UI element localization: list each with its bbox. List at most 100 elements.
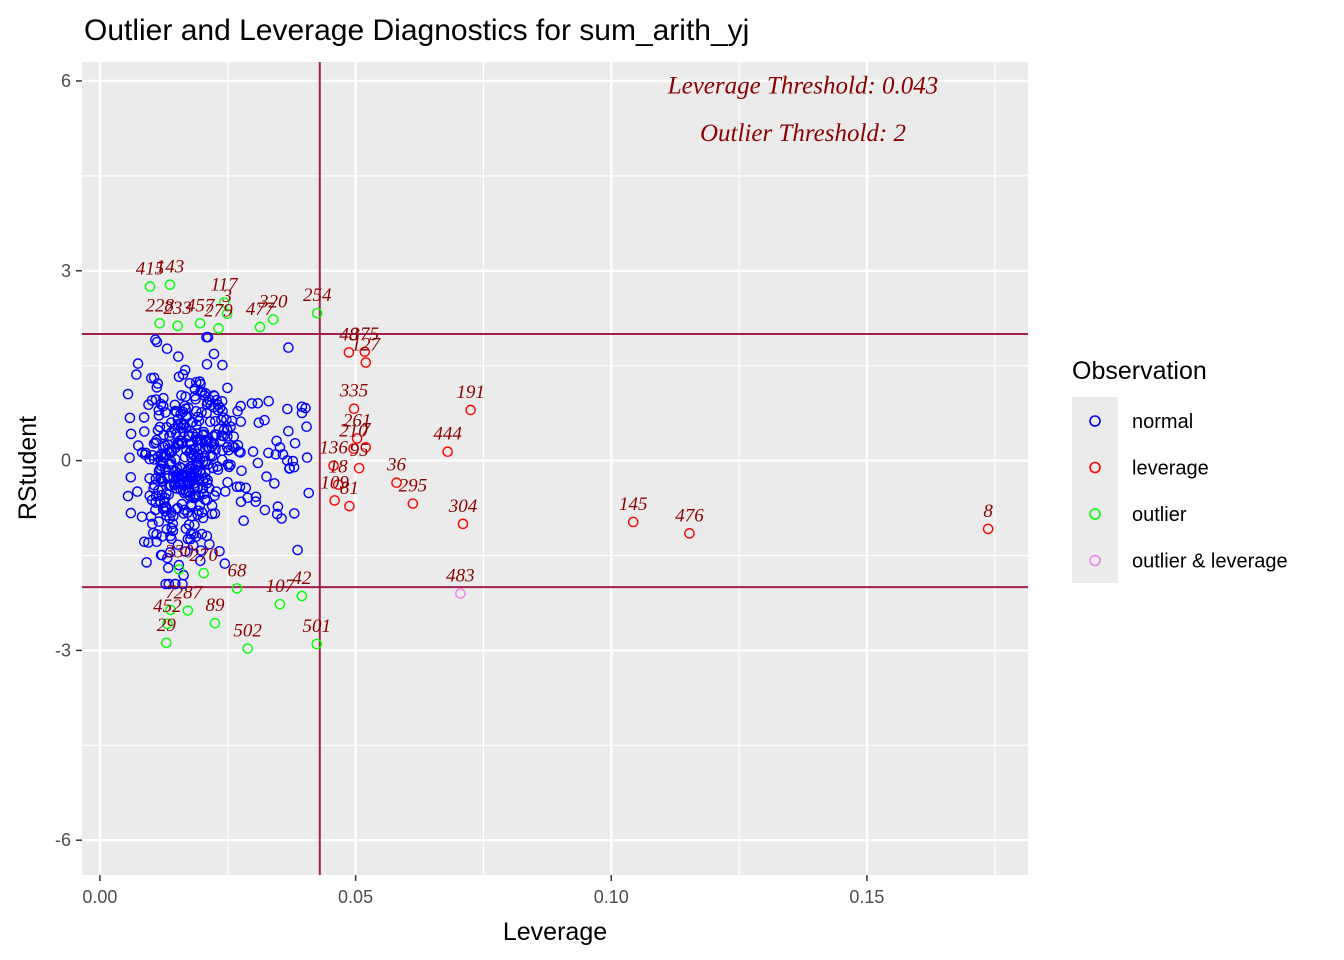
point-label: 89 [205, 595, 225, 616]
point-normal [164, 547, 176, 558]
point-normal [250, 496, 261, 507]
point-label: 483 [446, 565, 475, 586]
plot-panel [82, 62, 1028, 875]
point-label: 29 [157, 615, 177, 636]
point-outlier [172, 320, 183, 332]
point-normal [202, 331, 214, 343]
point-label: 228 [145, 295, 174, 316]
point-normal [218, 430, 229, 442]
point-normal [155, 455, 166, 467]
point-normal [208, 401, 219, 413]
point-label: 95 [350, 440, 369, 461]
point-normal [183, 402, 194, 414]
point-normal [153, 516, 165, 527]
point-normal [190, 531, 202, 542]
point-normal [259, 414, 270, 426]
point-leverage [353, 462, 365, 474]
point-label: 501 [302, 616, 331, 637]
point-normal [272, 501, 284, 512]
point-normal [190, 376, 202, 388]
point-normal [132, 440, 144, 451]
point-normal [195, 545, 207, 556]
legend-key-leverage [1089, 461, 1101, 474]
legend-key-background [1072, 397, 1118, 583]
point-normal [162, 562, 174, 574]
point-normal [210, 444, 221, 456]
point-normal [124, 452, 135, 464]
threshold-annotations: Leverage Threshold: 0.043 Outlier Thresho… [667, 73, 939, 147]
point-leverage [329, 495, 340, 506]
point-normal [138, 536, 150, 548]
point-normal [283, 425, 294, 437]
point-outlier [221, 308, 233, 320]
point-normal [125, 428, 137, 440]
point-label: 335 [339, 381, 369, 402]
point-outlier [311, 307, 323, 319]
y-axis-ticks: -6 -3 0 3 6 [55, 71, 82, 850]
point-normal [259, 504, 271, 516]
point-leverage [348, 443, 359, 454]
point-normal [219, 558, 231, 569]
point-normal [150, 473, 162, 484]
point-normal [252, 457, 264, 469]
point-label: 8 [983, 501, 993, 522]
point-leverage [465, 404, 476, 416]
point-normal [167, 518, 179, 530]
point-normal [263, 447, 274, 459]
point-label: 109 [320, 472, 349, 493]
point-normal [146, 494, 158, 506]
point-normal [173, 559, 185, 571]
point-normal [221, 414, 232, 426]
point-normal [226, 415, 238, 427]
point-normal [222, 476, 233, 488]
point-normal [172, 351, 184, 362]
point-label: 136 [319, 438, 348, 459]
point-label: 295 [399, 476, 428, 497]
point-normal [187, 473, 198, 485]
point-leverage [359, 346, 371, 358]
point-label: 444 [433, 424, 462, 445]
point-normal [124, 412, 136, 424]
x-tick-label: 0.05 [338, 887, 373, 907]
point-label: 270 [189, 545, 218, 566]
point-normal [171, 483, 182, 494]
point-normal [216, 414, 227, 426]
point-normal [271, 435, 282, 447]
point-normal [187, 416, 198, 428]
point-normal [141, 557, 152, 568]
point-normal [204, 539, 215, 550]
point-normal [150, 437, 162, 448]
point-leverage [684, 528, 695, 539]
point-label: 330 [164, 541, 194, 562]
x-axis-ticks: 0.00 0.05 0.10 0.15 [82, 875, 884, 907]
point-normal [169, 578, 181, 590]
x-tick-label: 0.15 [849, 887, 884, 907]
point-leverage [332, 479, 344, 490]
x-tick-label: 0.00 [82, 887, 117, 907]
point-normal [151, 336, 163, 348]
point-label: 415 [136, 259, 165, 280]
point-label: 279 [204, 300, 233, 321]
point-normal [196, 528, 208, 540]
point-normal [199, 472, 211, 484]
point-normal [287, 455, 299, 467]
point-normal [151, 536, 162, 548]
point-normal [209, 490, 220, 502]
point-leverage [360, 442, 372, 453]
point-outlier [213, 323, 224, 334]
point-normal [214, 546, 225, 557]
point-normal [193, 472, 204, 484]
point-normal [169, 405, 181, 417]
point-normal [217, 445, 228, 457]
legend-key-outlier [1089, 508, 1101, 520]
point-normal [253, 417, 265, 429]
point-label: 3 [221, 286, 232, 307]
point-normal [125, 471, 137, 483]
point-normal [177, 578, 188, 590]
point-label: 457 [186, 295, 216, 316]
point-normal [145, 372, 157, 384]
y-tick-label: 3 [61, 261, 71, 281]
point-outlier [274, 598, 286, 610]
point-normal [154, 495, 166, 507]
point-normal [160, 448, 171, 460]
